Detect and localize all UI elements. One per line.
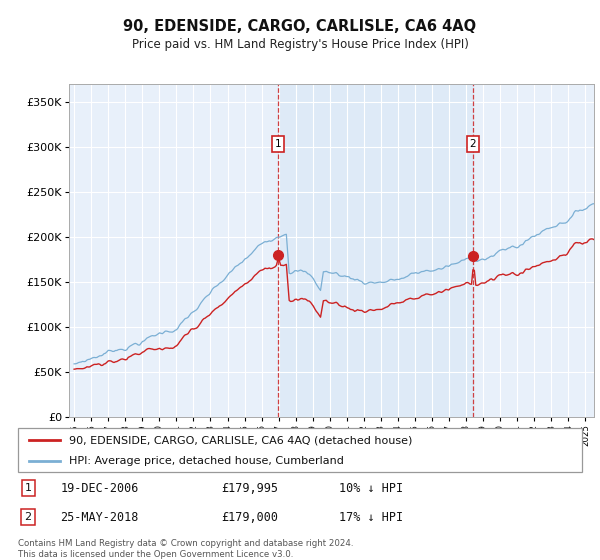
Text: 2: 2 [470,139,476,150]
Text: 10% ↓ HPI: 10% ↓ HPI [340,482,404,494]
Text: £179,000: £179,000 [221,511,278,524]
Text: 90, EDENSIDE, CARGO, CARLISLE, CA6 4AQ (detached house): 90, EDENSIDE, CARGO, CARLISLE, CA6 4AQ (… [69,435,412,445]
Text: 17% ↓ HPI: 17% ↓ HPI [340,511,404,524]
Text: £179,995: £179,995 [221,482,278,494]
Text: Contains HM Land Registry data © Crown copyright and database right 2024.
This d: Contains HM Land Registry data © Crown c… [18,539,353,559]
Text: 90, EDENSIDE, CARGO, CARLISLE, CA6 4AQ: 90, EDENSIDE, CARGO, CARLISLE, CA6 4AQ [124,19,476,34]
Text: HPI: Average price, detached house, Cumberland: HPI: Average price, detached house, Cumb… [69,456,344,465]
Text: Price paid vs. HM Land Registry's House Price Index (HPI): Price paid vs. HM Land Registry's House … [131,38,469,51]
Text: 2: 2 [25,512,32,522]
Text: 19-DEC-2006: 19-DEC-2006 [60,482,139,494]
FancyBboxPatch shape [18,428,582,472]
Text: 1: 1 [275,139,281,150]
Bar [278,84,473,417]
Text: 25-MAY-2018: 25-MAY-2018 [60,511,139,524]
Text: 1: 1 [25,483,32,493]
